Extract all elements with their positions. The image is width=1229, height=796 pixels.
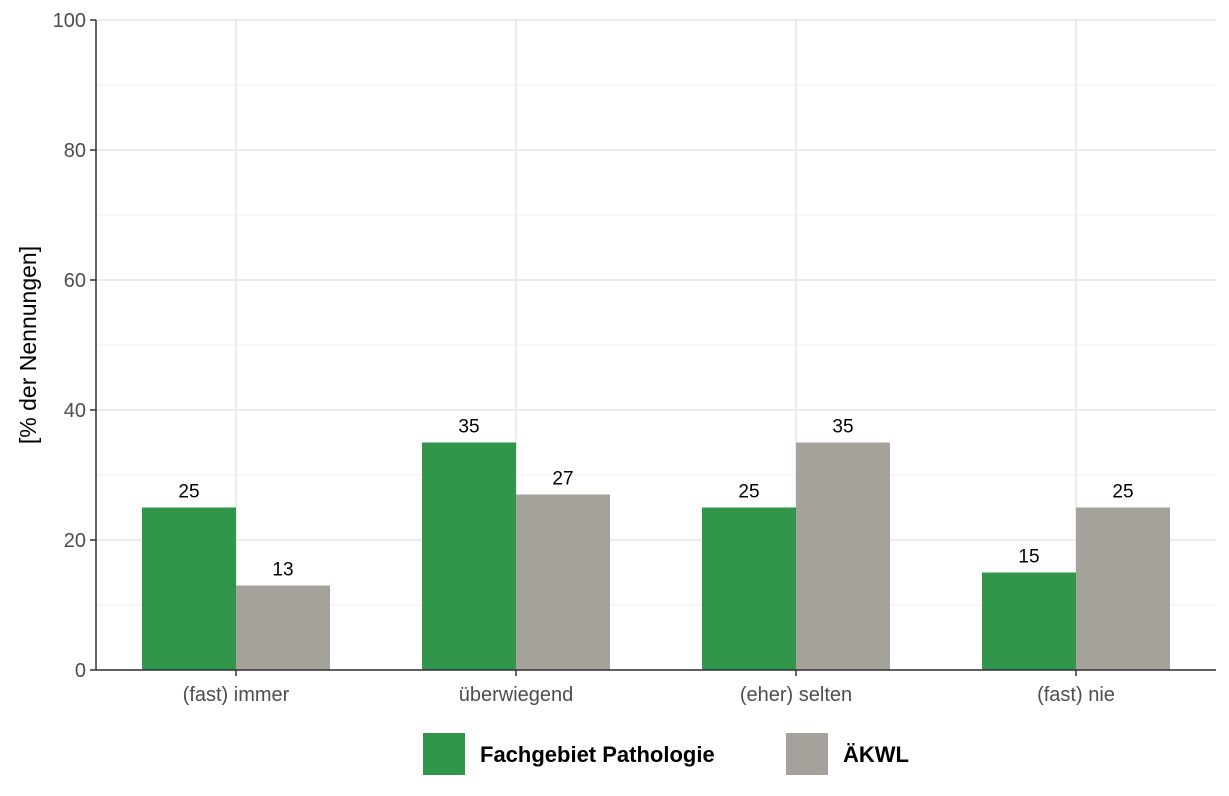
bar-aekwl-1 (236, 585, 330, 670)
legend-key (423, 733, 465, 775)
x-tick-label: (fast) nie (1037, 684, 1115, 706)
x-tick-label: (eher) selten (740, 684, 852, 706)
axes: 0 20 40 60 80 100 (fast) immer überwiegend (eher… (53, 10, 1216, 706)
bar-aekwl-3 (796, 442, 890, 670)
bar-aekwl-4 (1076, 507, 1170, 670)
bar-fachgebiet-pathologie-3 (702, 507, 796, 670)
x-tick-label: überwiegend (459, 684, 574, 706)
data-label: 15 (1018, 547, 1039, 568)
y-tick-label: 20 (64, 530, 86, 552)
y-axis-title: [% der Nennungen] (15, 246, 41, 444)
bar-aekwl-2 (516, 494, 610, 670)
data-label: 35 (458, 417, 479, 438)
x-tick-label: (fast) immer (183, 684, 290, 706)
y-tick-label: 100 (53, 10, 86, 32)
y-tick-label: 80 (64, 140, 86, 162)
data-label: 13 (272, 560, 293, 581)
bars (142, 442, 1170, 670)
bar-fachgebiet-pathologie-1 (142, 507, 236, 670)
data-label: 35 (832, 417, 853, 438)
legend-label: Fachgebiet Pathologie (480, 742, 715, 767)
bar-fachgebiet-pathologie-4 (982, 572, 1076, 670)
data-label: 27 (552, 469, 573, 490)
data-label: 25 (738, 482, 759, 503)
y-tick-label: 60 (64, 270, 86, 292)
y-tick-label: 40 (64, 400, 86, 422)
legend: Fachgebiet Pathologie ÄKWL (423, 733, 909, 775)
data-label: 25 (1112, 482, 1133, 503)
legend-key (786, 733, 828, 775)
value-labels: 25 35 25 15 13 27 35 25 (178, 417, 1133, 581)
data-label: 25 (178, 482, 199, 503)
y-tick-label: 0 (75, 660, 86, 682)
bar-fachgebiet-pathologie-2 (422, 442, 516, 670)
legend-label: ÄKWL (843, 742, 909, 767)
